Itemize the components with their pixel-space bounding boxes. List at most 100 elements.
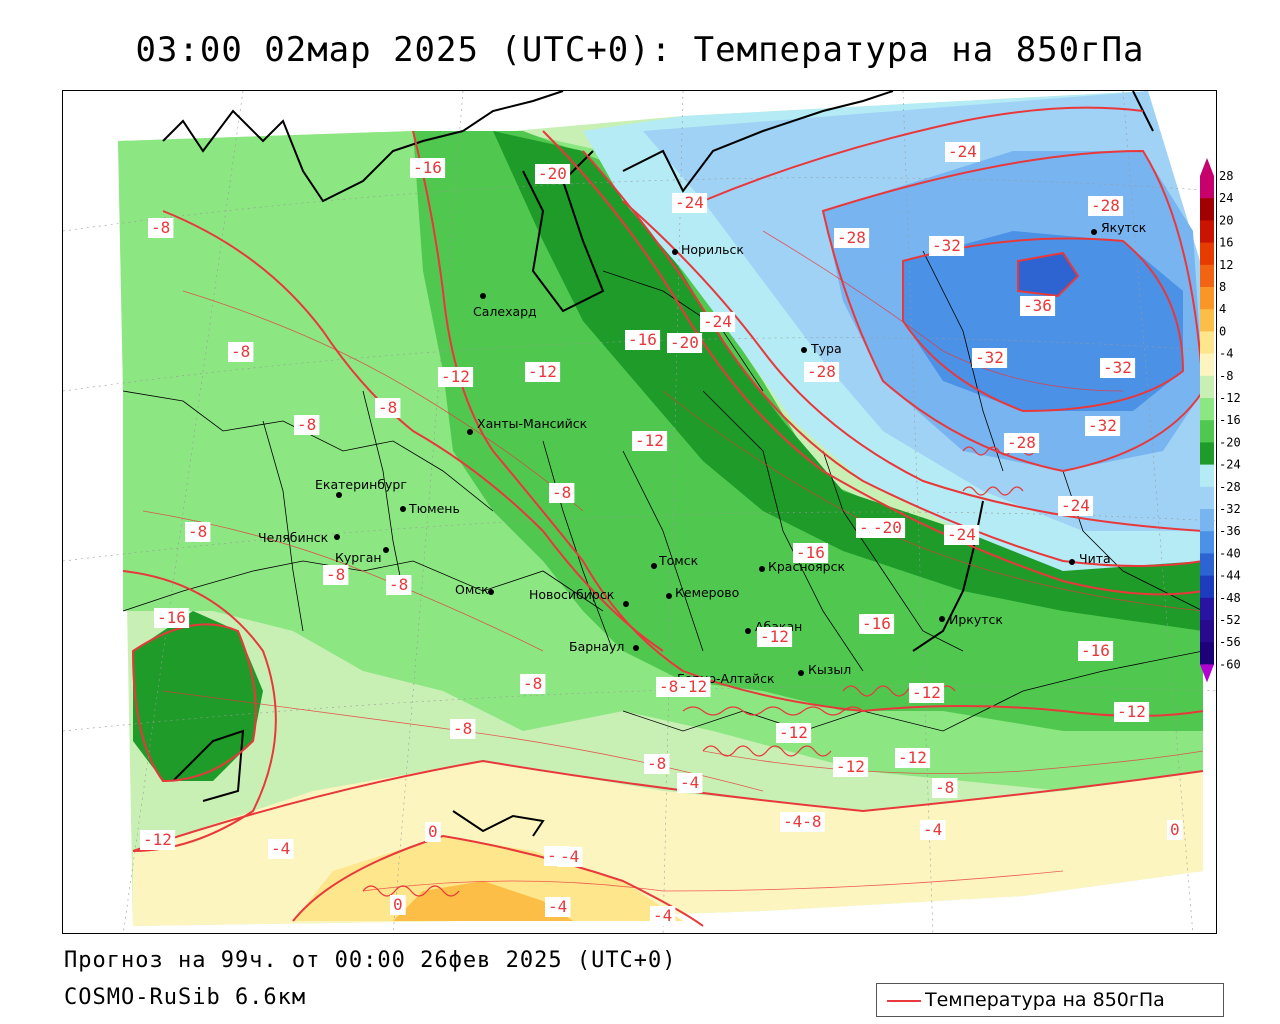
contour-label-box (776, 723, 812, 743)
contour-label: -4 (560, 847, 579, 866)
city-label: Новосибирск (529, 587, 615, 602)
colorbar-band (1200, 375, 1214, 399)
colorbar-band (1200, 509, 1214, 532)
contour-label-box (1114, 702, 1150, 722)
contour-label: -20 (538, 164, 567, 183)
colorbar-labels: 28 24 20 16 12 8 4 0 -4 -8 -12 -16 -20 -24 -28 -32 -36 -4… (1219, 169, 1241, 671)
contour-label-box (425, 822, 441, 842)
contour-label: -8 (935, 778, 954, 797)
contour-label-box (929, 236, 965, 256)
contour-label: -28 (1091, 196, 1120, 215)
mountain-contours (362, 446, 1036, 897)
contour-label-box (1004, 433, 1040, 453)
contour-label: -28 (1007, 433, 1036, 452)
contour-label-box (1167, 820, 1183, 840)
colorbar-band (1200, 642, 1214, 665)
city-label: Якутск (1101, 220, 1147, 235)
colorbar-top-arrow (1200, 158, 1214, 176)
contour-label: -20 (670, 333, 699, 352)
contour-label: -16 (628, 330, 657, 349)
contour-label-box (656, 677, 711, 697)
city-label: Томск (658, 553, 699, 568)
map-panel[interactable]: Якутск Норильск Салехард Тура Ханты-Манс… (62, 90, 1217, 934)
model-name: COSMO-RuSib 6.6км (64, 985, 307, 1010)
city-dot-omsk (488, 589, 494, 595)
colorbar-tick-label: -28 (1219, 480, 1241, 494)
contour-label-box (625, 330, 661, 350)
contour-label: -12 (898, 748, 927, 767)
colorbar-tick-label: -60 (1219, 657, 1241, 671)
legend-line-swatch (887, 1000, 921, 1002)
contour-label-box (154, 608, 190, 628)
contour-label: -36 (1023, 296, 1052, 315)
city-dot-irkutsk (939, 616, 945, 622)
city-label: Тура (810, 341, 842, 356)
contour-label-box (667, 333, 703, 353)
contour-label: -32 (975, 348, 1004, 367)
contour-label-box (228, 342, 254, 362)
coastlines (162, 91, 1154, 837)
city-label: Омск (455, 582, 489, 597)
colorbar-band (1200, 398, 1214, 421)
contour-label: -24 (703, 312, 732, 331)
contour-label-box (185, 522, 211, 542)
city-label: Тюмень (408, 501, 460, 516)
contour-label: -4 (680, 773, 699, 792)
city-label: Челябинск (258, 530, 329, 545)
colorbar-tick-label: 28 (1219, 169, 1233, 183)
colorbar-band (1200, 242, 1214, 266)
contour-label: -12 (760, 627, 789, 646)
contour-label: -8-12 (659, 677, 707, 696)
city-dot-chita (1069, 559, 1075, 565)
contour-label: -8 (523, 674, 542, 693)
city-label: Салехард (473, 304, 537, 319)
city-dot-krasnoyarsk (759, 566, 765, 572)
colorbar-tick-label: -44 (1219, 569, 1241, 583)
contour-label: -12 (1117, 702, 1146, 721)
contour-label-box (834, 228, 870, 248)
contour-label: -12 (779, 723, 808, 742)
contour-label: -8 (552, 483, 571, 502)
contour-label-box (932, 778, 958, 798)
contour-label: -24 (947, 525, 976, 544)
contour-label-box (793, 543, 829, 563)
contour-label-box (525, 362, 561, 382)
contour-label-box (390, 895, 406, 915)
contour-label-box (1088, 196, 1124, 216)
city-dot-tyumen (400, 506, 406, 512)
contour-label: 0 (428, 822, 438, 841)
contour-label: -24 (1061, 496, 1090, 515)
colorbar-tick-label: -48 (1219, 591, 1241, 605)
city-label: Кызыл (808, 662, 851, 677)
contour-label: -8 (453, 719, 472, 738)
contour-label-box (323, 565, 349, 585)
colorbar-band (1200, 597, 1214, 621)
colorbar-tick-label: -8 (1219, 369, 1233, 383)
city-dot-tura (801, 347, 807, 353)
colorbar-band (1200, 620, 1214, 643)
contour-label: -32 (932, 236, 961, 255)
contour-label: -24 (675, 193, 704, 212)
contour-label-box (672, 193, 708, 213)
city-dot-norilsk (672, 249, 678, 255)
city-label: Кемерово (675, 585, 739, 600)
contour-label-box (909, 683, 945, 703)
contour-label: -32 (1103, 358, 1132, 377)
city-dot-novosibirsk (623, 601, 629, 607)
colorbar-tick-label: -4 (1219, 347, 1233, 361)
colorbar-band (1200, 353, 1214, 377)
contour-label-box (757, 627, 793, 647)
contour-label-box (833, 757, 869, 777)
colorbar-tick-label: 20 (1219, 213, 1233, 227)
city-label: Норильск (681, 242, 744, 257)
contour-label-box (438, 367, 474, 387)
colorbar-tick-label: 4 (1219, 302, 1226, 316)
temperature-map: Якутск Норильск Салехард Тура Ханты-Манс… (63, 91, 1216, 933)
contour-label-box (450, 719, 476, 739)
colorbar-tick-label: -24 (1219, 458, 1241, 472)
contour-label-box (268, 839, 294, 859)
colorbar-tick-label: -16 (1219, 413, 1241, 427)
colorbar-tick-label: 24 (1219, 191, 1233, 205)
colorbar-tick-label: -20 (1219, 435, 1241, 449)
colorbar-band (1200, 331, 1214, 355)
